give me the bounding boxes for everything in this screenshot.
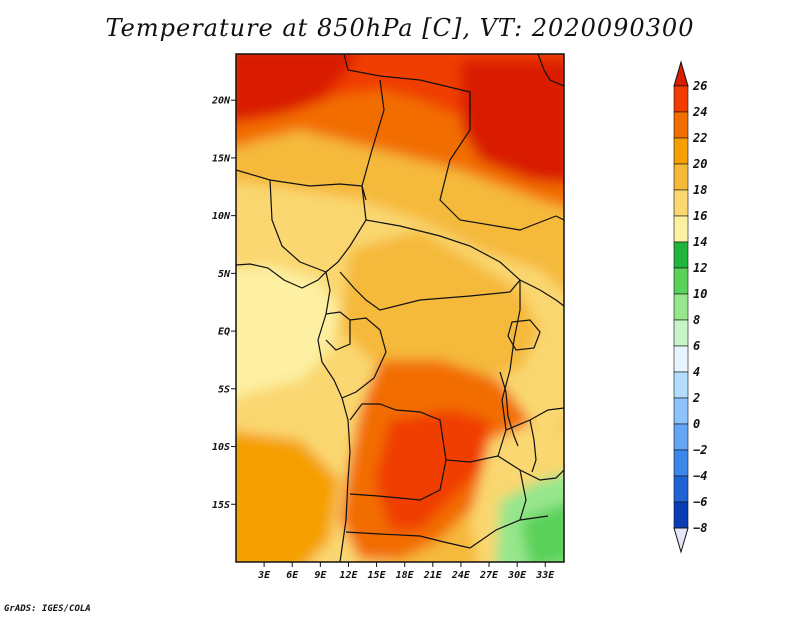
y-axis-ticks: 20N 15N 10N 5N EQ 5S 10S 15S [211, 96, 236, 511]
colorbar-swatch [673, 85, 689, 113]
colorbar-label: −2 [693, 443, 707, 457]
lake-tanganyika [499, 371, 519, 447]
field-band-northwest-max [236, 54, 357, 120]
colorbar-label: 2 [692, 391, 700, 405]
border-uganda-kenya [519, 279, 564, 307]
colorbar-label: 14 [693, 235, 707, 249]
colorbar-label: 24 [692, 105, 707, 119]
colorbar-swatch [673, 371, 689, 399]
y-tick-label: 5N [218, 269, 231, 280]
y-tick-label: 15N [212, 153, 231, 164]
colorbar-swatch [673, 345, 689, 373]
colorbar-label: 4 [693, 365, 700, 379]
colorbar-label: 12 [693, 261, 707, 275]
y-tick-label: 5S [218, 384, 230, 395]
x-tick-label: 27E [479, 570, 499, 581]
coastline-west [236, 263, 351, 562]
x-tick-label: 15E [368, 570, 387, 581]
field-band-southwest [236, 431, 340, 562]
colorbar-swatch [673, 319, 689, 347]
colorbar-swatch [673, 423, 689, 451]
colorbar-label: 18 [693, 183, 707, 197]
colorbar-label: 20 [692, 157, 707, 171]
y-tick-label: 10N [212, 211, 231, 222]
colorbar-top-arrow [673, 60, 689, 87]
x-tick-label: 18E [396, 570, 415, 581]
border-gabon-congo [325, 311, 351, 351]
colorbar-swatch [673, 215, 689, 243]
border-drc-east [349, 280, 521, 463]
y-tick-label: 15S [212, 500, 230, 511]
colorbar-swatch [673, 241, 689, 269]
x-tick-label: 21E [423, 570, 443, 581]
country-borders [236, 54, 564, 562]
colorbar-label: −8 [693, 521, 707, 535]
x-tick-label: 9E [314, 570, 327, 581]
colorbar-swatch [673, 163, 689, 191]
colorbar-swatch [673, 501, 689, 529]
colorbar-swatch [673, 189, 689, 217]
colorbar-label: 22 [692, 131, 707, 145]
y-tick-label: 10S [212, 442, 230, 453]
field-band-northeast-max [460, 60, 564, 184]
colorbar-label: 16 [693, 209, 707, 223]
colorbar-label: −6 [693, 495, 707, 509]
border-tanzania [505, 407, 564, 431]
lake-malawi [529, 419, 537, 473]
colorbar-swatch [673, 475, 689, 503]
border-chad-east [361, 79, 385, 201]
colorbar-swatch [673, 293, 689, 321]
x-tick-label: 24E [451, 570, 471, 581]
border-zambia-zimbabwe [469, 515, 549, 549]
border-mozambique [497, 455, 564, 481]
border-nigeria-cameroon [269, 179, 327, 273]
x-tick-label: 30E [507, 570, 527, 581]
red-sea-coast [537, 54, 564, 87]
y-tick-label: 20N [211, 96, 231, 107]
map-frame [235, 53, 565, 563]
colorbar-label: 8 [693, 313, 700, 327]
colorbar-swatch [673, 111, 689, 139]
x-tick-label: 6E [286, 570, 299, 581]
ethiopia-border [555, 215, 564, 221]
border-angola-namibia [345, 531, 471, 549]
x-tick-label: 3E [257, 570, 271, 581]
border-niger-nigeria [236, 169, 363, 187]
colorbar-label: 26 [692, 79, 707, 93]
colorbar-swatch [673, 397, 689, 425]
colorbar-label: 0 [693, 417, 700, 431]
colorbar-swatch [673, 137, 689, 165]
border-car [339, 219, 521, 311]
lake-victoria [507, 319, 541, 351]
border-cameroon [325, 185, 367, 273]
colorbar-swatch [673, 449, 689, 477]
x-tick-label: 12E [339, 570, 358, 581]
colorbar-label: 10 [693, 287, 707, 301]
field-band-gabon-cool [236, 265, 340, 398]
credit-label: GrADS: IGES/COLA [4, 604, 91, 614]
field-band-congo [340, 230, 540, 380]
border-drc-zambia [349, 459, 447, 501]
colorbar-swatch [673, 267, 689, 295]
x-tick-label: 33E [535, 570, 555, 581]
y-tick-label: EQ [218, 327, 230, 338]
x-axis-ticks: 3E 6E 9E 12E 15E 18E 21E 24E 27E 30E 33E [257, 562, 555, 581]
border-malawi [519, 469, 527, 521]
colorbar-label: −4 [693, 469, 707, 483]
colorbar-bottom-arrow [673, 527, 689, 554]
border-sudan-southsudan [439, 92, 557, 231]
map-title: Temperature at 850hPa [C], VT: 202009030… [105, 14, 695, 42]
temperature-field [236, 54, 564, 562]
field-band-zambia-hot [375, 410, 490, 530]
border-congo-drc [341, 317, 387, 399]
colorbar-label: 6 [693, 339, 700, 353]
